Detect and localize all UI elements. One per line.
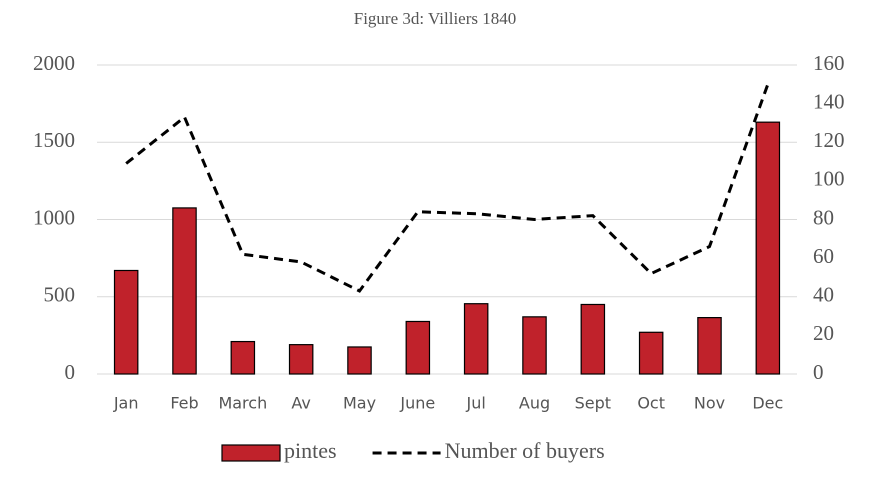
x-tick-label: Sept (575, 394, 611, 413)
bar (288, 344, 314, 375)
y2-tick-label: 100 (813, 167, 845, 191)
bar (755, 121, 781, 375)
bar (405, 320, 431, 375)
legend-label: pintes (284, 438, 337, 463)
x-tick-label: Aug (519, 394, 550, 413)
y2-tick-label: 40 (813, 283, 834, 307)
x-tick-label: Feb (170, 394, 198, 413)
bar (113, 269, 139, 375)
y-tick-label: 1500 (33, 128, 75, 152)
x-tick-label: Dec (752, 394, 783, 413)
bar (580, 303, 606, 375)
y-tick-label: 1000 (33, 205, 75, 229)
bar (522, 316, 547, 375)
y2-tick-label: 0 (813, 360, 824, 384)
y2-tick-label: 20 (813, 321, 834, 345)
y2-tick-label: 120 (813, 128, 845, 152)
y-tick-label: 500 (44, 283, 76, 307)
y-tick-label: 2000 (33, 51, 75, 75)
y2-tick-label: 80 (813, 205, 834, 229)
bar (230, 340, 256, 375)
y-tick-label: 0 (65, 360, 76, 384)
bar (172, 207, 197, 375)
legend-swatch (221, 444, 281, 462)
line (125, 83, 770, 293)
x-tick-label: Jan (113, 394, 139, 413)
x-tick-label: May (343, 394, 376, 413)
legend-label: Number of buyers (445, 438, 605, 463)
bar (463, 303, 489, 375)
chart-title: Figure 3d: Villiers 1840 (354, 9, 517, 28)
y2-tick-label: 140 (813, 89, 845, 113)
x-tick-label: March (218, 394, 267, 413)
bar (347, 346, 372, 375)
x-tick-label: Oct (637, 394, 665, 413)
x-tick-label: Nov (694, 394, 725, 413)
x-tick-label: June (399, 394, 435, 413)
bar (697, 317, 722, 375)
y2-tick-label: 60 (813, 244, 834, 268)
x-tick-label: Av (291, 394, 310, 413)
bar (638, 331, 664, 375)
x-tick-label: Jul (466, 394, 486, 413)
y2-tick-label: 160 (813, 51, 845, 75)
